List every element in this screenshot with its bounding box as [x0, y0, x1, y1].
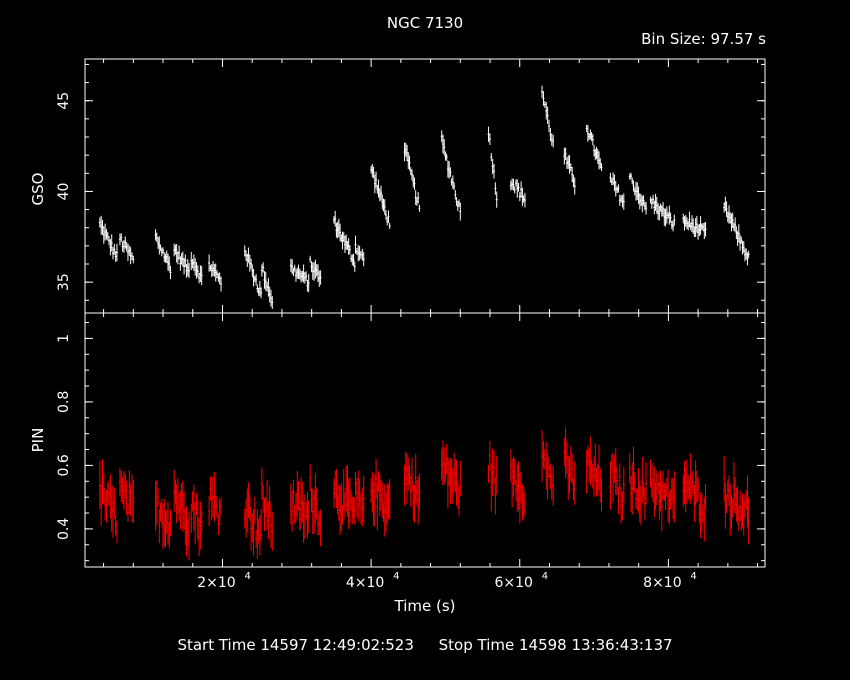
x-axis-label: Time (s) — [394, 597, 456, 615]
x-tick-label: 8×10 — [643, 575, 681, 591]
pin-y-tick-label: 0.8 — [56, 391, 72, 413]
start-time: Start Time 14597 12:49:02:523 — [177, 636, 414, 654]
x-tick-exponent: 4 — [244, 571, 250, 582]
bin-size-label: Bin Size: 97.57 s — [641, 30, 766, 48]
pin-y-tick-label: 0.6 — [56, 454, 72, 476]
x-tick-exponent: 4 — [542, 571, 548, 582]
x-tick-label: 2×10 — [197, 575, 235, 591]
gso-y-tick-label: 45 — [56, 92, 72, 110]
gso-series — [98, 85, 750, 309]
x-tick-label: 6×10 — [495, 575, 533, 591]
x-tick-label: 4×10 — [346, 575, 384, 591]
gso-y-tick-label: 40 — [56, 183, 72, 201]
y-axis-label-gso: GSO — [29, 172, 47, 206]
x-tick-exponent: 4 — [690, 571, 696, 582]
pin-y-tick-label: 1 — [56, 334, 72, 343]
y-axis-label-pin: PIN — [29, 427, 47, 453]
stop-time: Stop Time 14598 13:36:43:137 — [438, 636, 673, 654]
time-range-footer: Start Time 14597 12:49:02:523 Stop Time … — [0, 636, 850, 654]
pin-frame — [84, 312, 766, 568]
x-tick-exponent: 4 — [393, 571, 399, 582]
pin-series — [98, 427, 750, 561]
pin-y-tick-label: 0.4 — [56, 518, 72, 540]
chart-title: NGC 7130 — [386, 14, 464, 32]
gso-y-tick-label: 35 — [56, 273, 72, 291]
